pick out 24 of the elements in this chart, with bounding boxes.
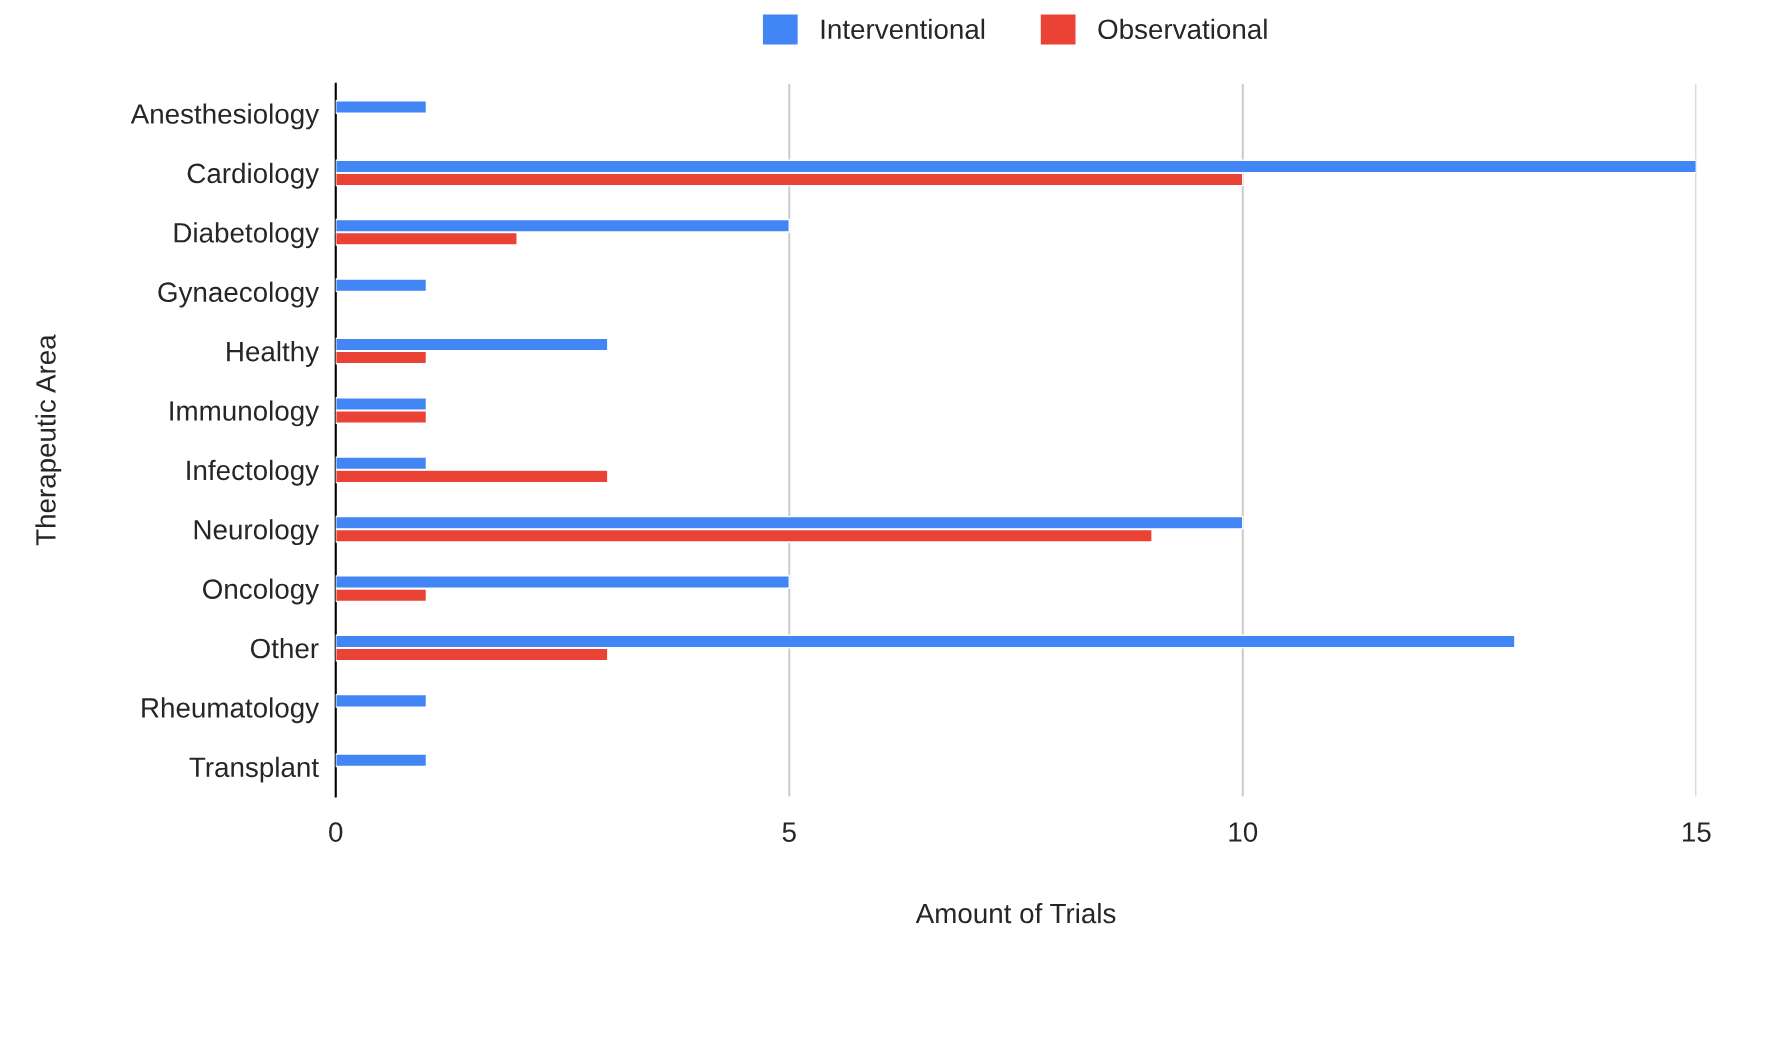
bar <box>335 693 428 708</box>
x-tick-label: 15 <box>1682 822 1711 842</box>
x-tick-label: 5 <box>782 822 796 842</box>
y-tick-label: Neurology <box>194 519 320 546</box>
y-tick-label: Gynaecology <box>158 281 320 308</box>
y-tick-label: Cardiology <box>187 162 320 189</box>
y-tick-label: Other <box>250 637 319 659</box>
y-tick-label: Transplant <box>189 756 319 783</box>
x-tick-label: 10 <box>1229 822 1258 842</box>
y-tick-label: Infectology <box>187 459 320 486</box>
bar <box>335 753 428 768</box>
legend-label: Observational <box>1098 18 1267 40</box>
y-tick-label: Healthy <box>227 341 320 367</box>
legend-label: Interventional <box>821 18 985 40</box>
x-tick-label: 0 <box>329 822 343 842</box>
y-tick-label: Oncology <box>203 578 320 605</box>
bar <box>335 278 428 293</box>
y-tick-label: Anesthesiology <box>130 103 320 130</box>
y-axis-title: Therapeutic Area <box>35 334 62 546</box>
y-tick-label: Diabetology <box>174 222 320 249</box>
x-axis-title: Amount of Trials <box>915 902 1116 924</box>
bar <box>335 100 428 114</box>
y-tick-label: Immunology <box>170 400 320 427</box>
y-tick-label: Rheumatology <box>142 697 320 724</box>
